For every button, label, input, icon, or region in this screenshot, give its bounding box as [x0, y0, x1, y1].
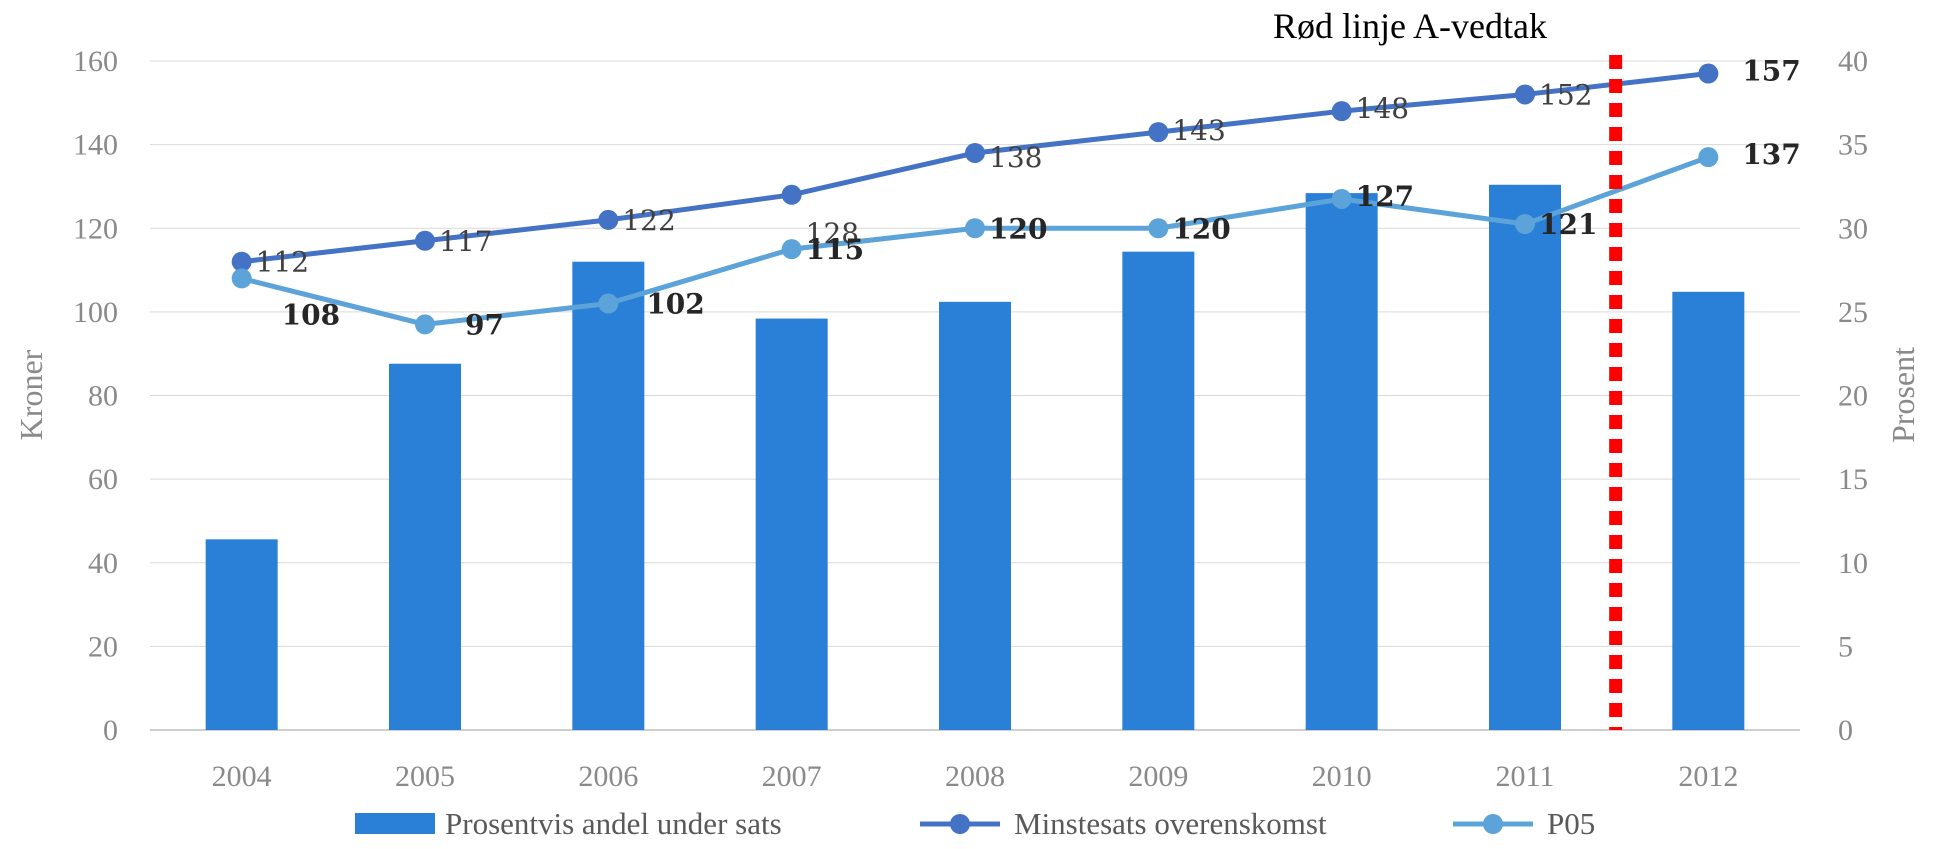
bar	[1122, 251, 1195, 731]
x-tick-label: 2007	[762, 760, 822, 793]
bar	[1672, 291, 1745, 730]
minstesats-data-label: 128	[806, 217, 859, 250]
bar	[572, 261, 645, 730]
p05-data-label: 102	[646, 288, 704, 321]
x-tick-label: 2011	[1496, 760, 1555, 793]
y-left-tick-label: 40	[88, 547, 118, 580]
p05-data-label: 121	[1539, 208, 1597, 241]
p05-data-label: 127	[1356, 180, 1414, 213]
y-left-tick-label: 120	[73, 212, 118, 245]
y-right-tick-label: 5	[1838, 630, 1853, 663]
x-tick-label: 2008	[945, 760, 1005, 793]
minstesats-point	[1331, 101, 1352, 122]
y-left-tick-label: 20	[88, 630, 118, 663]
y-left-axis-title: Kroner	[13, 349, 49, 440]
p05-point	[781, 239, 802, 260]
bar	[205, 539, 278, 730]
bar	[755, 318, 828, 730]
minstesats-data-label: 138	[989, 141, 1042, 174]
bar	[389, 363, 461, 730]
y-right-tick-label: 0	[1838, 714, 1853, 747]
y-right-tick-label: 35	[1838, 129, 1868, 162]
p05-data-label: 115	[806, 233, 864, 266]
minstesats-data-label: 152	[1539, 78, 1592, 111]
p05-data-label: 120	[1172, 212, 1230, 245]
minstesats-point	[415, 230, 435, 251]
bar-series	[205, 184, 1745, 731]
x-tick-label: 2004	[212, 760, 272, 793]
p05-point	[231, 268, 252, 289]
x-tick-label: 2009	[1128, 760, 1188, 793]
p05-point	[965, 218, 985, 239]
legend-label-bar: Prosentvis andel under sats	[445, 806, 782, 841]
x-tick-label: 2005	[395, 760, 455, 793]
y-left-tick-label: 140	[73, 129, 118, 162]
p05-data-label: 108	[282, 298, 340, 331]
minstesats-data-label: 157	[1742, 55, 1800, 88]
data-labels: 112 117 122 128 138 143 148 152 157 108 97 102 115 12…	[256, 55, 1801, 342]
y-right-tick-label: 20	[1838, 380, 1868, 413]
minstesats-data-label: 143	[1172, 114, 1225, 147]
y-right-tick-label: 40	[1838, 45, 1868, 78]
minstesats-point	[965, 142, 985, 163]
x-tick-label: 2012	[1678, 760, 1738, 793]
minstesats-data-label: 112	[256, 246, 309, 279]
y-right-tick-label: 15	[1838, 463, 1868, 496]
y-right-axis-title: Prosent	[1885, 347, 1921, 443]
legend-label-p05: P05	[1547, 806, 1595, 841]
p05-data-label: 120	[989, 212, 1047, 245]
x-tick-label: 2010	[1312, 760, 1372, 793]
minstesats-point	[1698, 63, 1719, 84]
legend: Prosentvis andel under sats Minstesats ov…	[355, 806, 1595, 841]
legend-swatch-minstesats-point	[950, 814, 970, 834]
line-series	[231, 63, 1719, 335]
bar	[1305, 193, 1378, 730]
y-right-tick-label: 25	[1838, 296, 1868, 329]
p05-point	[1698, 147, 1719, 168]
minstesats-data-label: 148	[1356, 92, 1409, 125]
bar	[1489, 184, 1561, 730]
y-left-tick-label: 160	[73, 45, 118, 78]
minstesats-point	[1148, 122, 1169, 143]
red-line-annotation: Rød linje A-vedtak	[1273, 6, 1547, 46]
minstesats-point	[231, 251, 252, 272]
axes: 0 20 40 60 80 100 120 140 160 0 5 10 15 20 25 30 35 40 200…	[73, 45, 1868, 793]
bar	[939, 301, 1011, 730]
p05-data-label: 137	[1742, 138, 1800, 171]
p05-data-label: 97	[465, 308, 504, 341]
legend-label-minstesats: Minstesats overenskomst	[1014, 806, 1327, 841]
minstesats-data-label: 122	[622, 204, 675, 237]
legend-swatch-bar	[355, 813, 435, 834]
p05-point	[1331, 188, 1352, 209]
y-left-tick-label: 0	[103, 714, 118, 747]
y-left-tick-label: 100	[73, 296, 118, 329]
y-left-tick-label: 60	[88, 463, 118, 496]
p05-point	[1148, 218, 1169, 239]
minstesats-point	[1515, 84, 1535, 105]
x-tick-label: 2006	[578, 760, 638, 793]
minstesats-point	[781, 184, 802, 205]
minstesats-data-label: 117	[439, 225, 492, 258]
minstesats-point	[598, 209, 619, 230]
p05-point	[598, 293, 619, 314]
y-right-tick-label: 10	[1838, 547, 1868, 580]
legend-swatch-p05-point	[1483, 814, 1503, 834]
y-left-tick-label: 80	[88, 380, 118, 413]
p05-point	[415, 314, 435, 335]
p05-point	[1515, 214, 1535, 235]
y-right-tick-label: 30	[1838, 212, 1868, 245]
